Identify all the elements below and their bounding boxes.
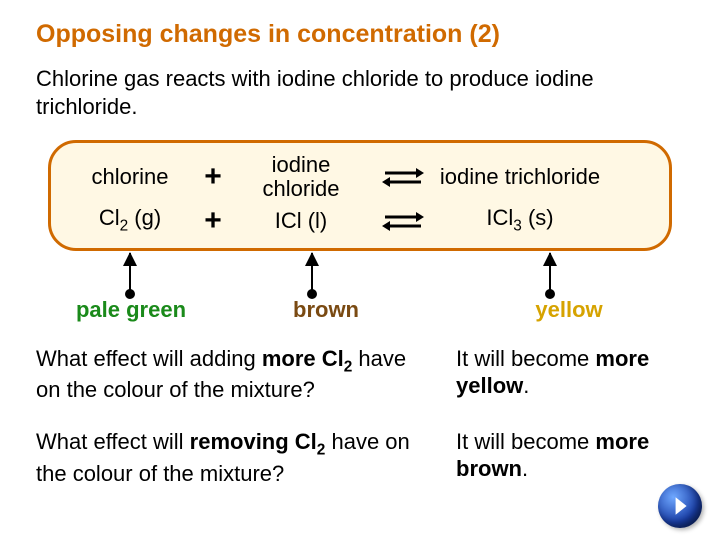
plus-sign: + [195, 206, 231, 236]
color-yellow: yellow [426, 297, 684, 323]
q-text: What effect will [36, 429, 190, 454]
page-title: Opposing changes in concentration (2) [36, 20, 684, 49]
a-text: It will become [456, 429, 595, 454]
answer-2: It will become more brown. [456, 428, 684, 487]
question-2: What effect will removing Cl2 have on th… [36, 428, 436, 487]
equation-box: chlorine + iodine chloride iodine trichl… [48, 140, 672, 251]
color-labels-row: pale green brown yellow [36, 297, 684, 323]
arrow-icon [311, 253, 313, 295]
color-pale-green: pale green [36, 297, 226, 323]
slide: Opposing changes in concentration (2) Ch… [0, 0, 720, 540]
chevron-right-icon [669, 495, 691, 517]
intro-text: Chlorine gas reacts with iodine chloride… [36, 65, 684, 120]
equilibrium-arrow-icon [371, 165, 435, 189]
arrow-icon [129, 253, 131, 295]
formula-subscript: 3 [513, 218, 522, 235]
answer-1: It will become more yellow. [456, 345, 684, 404]
arrow-icon [549, 253, 551, 295]
reactant-b-formula: ICl (l) [231, 208, 371, 234]
q-bold: removing Cl [190, 429, 317, 454]
a-text: . [522, 456, 528, 481]
qa-block: What effect will adding more Cl2 have on… [36, 345, 684, 487]
formula-text: ICl [486, 205, 513, 230]
equation-names-row: chlorine + iodine chloride iodine trichl… [65, 153, 655, 201]
reactant-a-formula: Cl2 (g) [65, 205, 195, 235]
q-text: What effect will adding [36, 346, 262, 371]
equation-formula-row: Cl2 (g) + ICl (l) ICl3 (s) [65, 205, 655, 235]
q-bold: more Cl [262, 346, 344, 371]
formula-text: (g) [128, 205, 161, 230]
a-text: . [523, 373, 529, 398]
a-text: It will become [456, 346, 595, 371]
formula-subscript: 2 [120, 218, 129, 235]
next-button[interactable] [658, 484, 702, 528]
reactant-b-name: iodine chloride [231, 153, 371, 201]
formula-text: (s) [522, 205, 554, 230]
plus-sign: + [195, 162, 231, 192]
question-1: What effect will adding more Cl2 have on… [36, 345, 436, 404]
reactant-a-name: chlorine [65, 165, 195, 189]
product-c-name: iodine trichloride [435, 165, 605, 189]
color-brown: brown [226, 297, 426, 323]
formula-text: Cl [99, 205, 120, 230]
equilibrium-arrow-icon [371, 209, 435, 233]
product-c-formula: ICl3 (s) [435, 205, 605, 235]
